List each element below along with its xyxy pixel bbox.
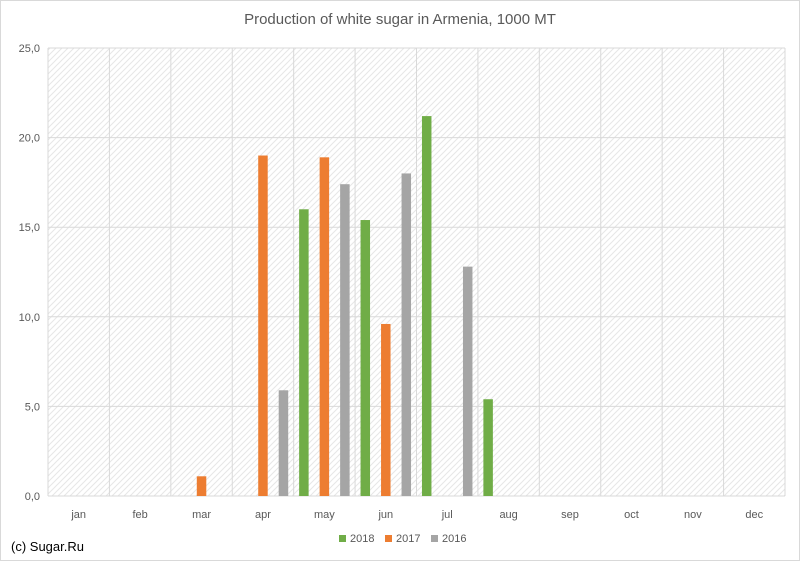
chart-title: Production of white sugar in Armenia, 10… <box>244 11 556 28</box>
bar-2018-jul <box>421 116 432 496</box>
y-tick-label: 25,0 <box>19 43 40 55</box>
bar-2016-may <box>340 184 350 496</box>
bar-2016-jun <box>401 173 412 496</box>
bar-2017-apr <box>258 155 268 496</box>
x-tick-label: jul <box>441 509 453 521</box>
bar-2017-may <box>319 157 330 496</box>
x-tick-label: mar <box>192 509 211 521</box>
legend-swatch <box>385 535 392 542</box>
x-tick-label: apr <box>255 509 271 521</box>
x-tick-label: aug <box>499 509 517 521</box>
x-tick-label: oct <box>624 509 639 521</box>
bar-2018-aug <box>483 399 493 496</box>
y-tick-label: 0,0 <box>25 491 40 503</box>
grid-lines <box>47 47 786 497</box>
x-tick-label: may <box>314 509 335 521</box>
y-tick-label: 5,0 <box>25 401 40 413</box>
bars <box>196 116 493 497</box>
bar-2016-apr <box>278 390 289 496</box>
x-tick-label: dec <box>745 509 763 521</box>
y-tick-label: 20,0 <box>19 133 40 145</box>
x-tick-label: feb <box>132 509 147 521</box>
x-tick-label: jun <box>377 509 393 521</box>
x-tick-label: sep <box>561 509 579 521</box>
legend-label: 2016 <box>442 533 466 545</box>
bar-2017-jun <box>381 323 391 496</box>
y-tick-label: 15,0 <box>19 222 40 234</box>
y-tick-label: 10,0 <box>19 312 40 324</box>
legend-label: 2017 <box>396 533 420 545</box>
bar-2018-jun <box>360 220 371 497</box>
legend-swatch <box>431 535 438 542</box>
x-tick-label: jan <box>70 509 86 521</box>
legend-swatch <box>339 535 346 542</box>
legend-label: 2018 <box>350 533 374 545</box>
source-credit: (c) Sugar.Ru <box>11 539 84 554</box>
bar-2016-jul <box>462 266 473 496</box>
axis-labels: 0,0 5,0 10,0 15,0 20,0 25,0 jan feb mar apr may jun… <box>19 43 764 521</box>
x-tick-label: nov <box>684 509 702 521</box>
legend: 2018 2017 2016 <box>339 533 466 545</box>
bar-2018-may <box>299 209 309 496</box>
bar-2017-mar <box>196 476 207 496</box>
